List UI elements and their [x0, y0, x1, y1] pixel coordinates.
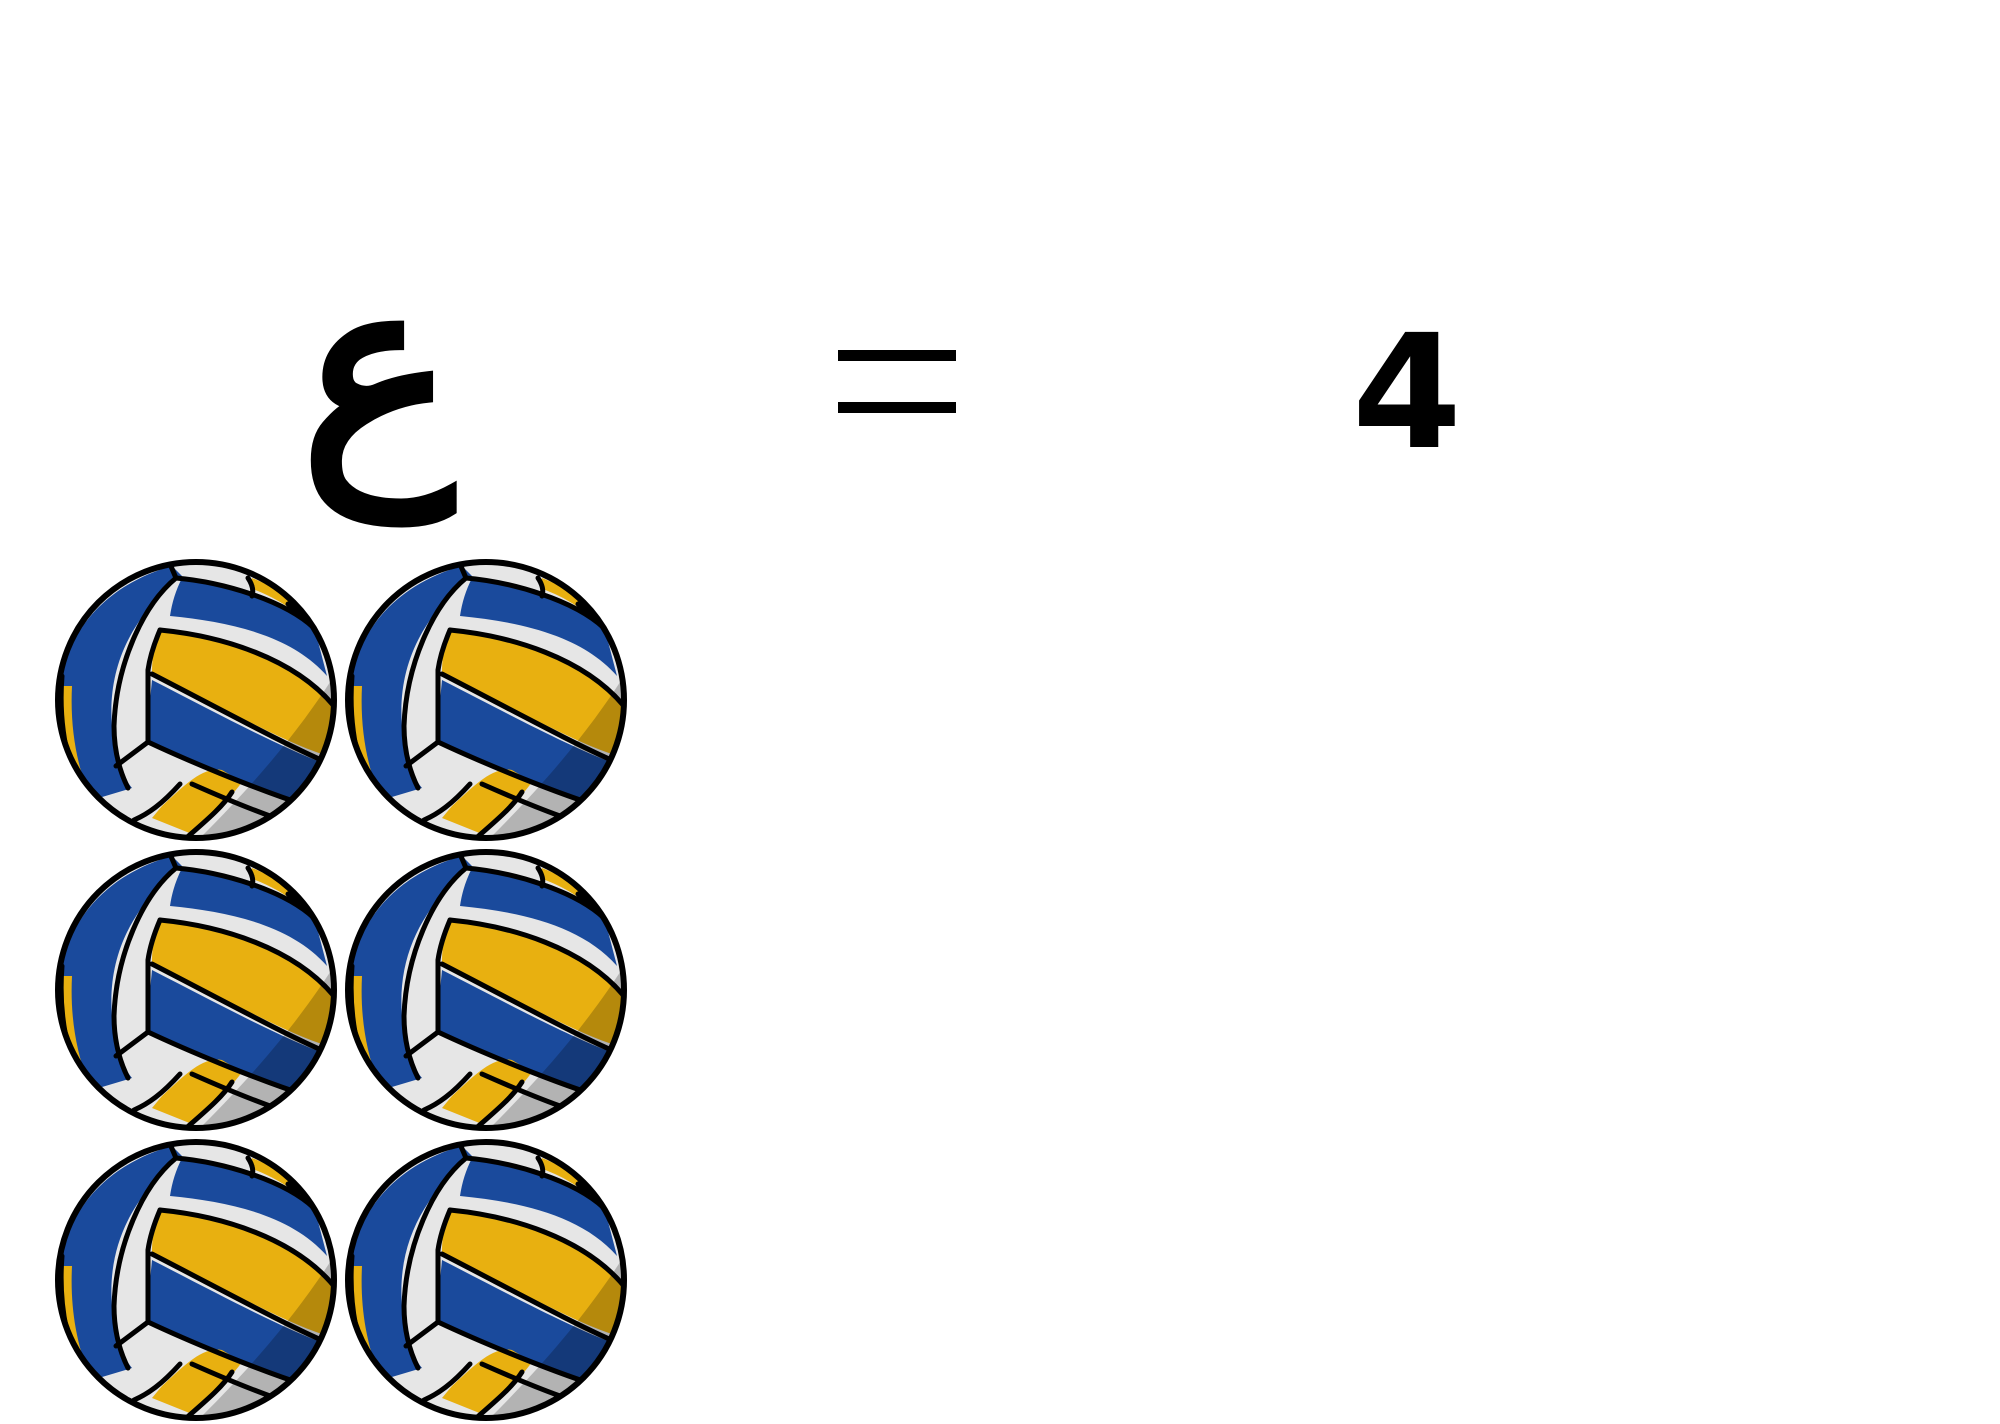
volleyball-icon — [52, 846, 340, 1134]
volleyball-icon — [342, 1136, 630, 1424]
volleyball-icon — [52, 1136, 340, 1424]
volleyball-icon — [342, 556, 630, 844]
volleyball-icon — [342, 846, 630, 1134]
result-number: 4 — [1352, 301, 1462, 485]
equals-bar-bottom — [838, 402, 956, 413]
arabic-letter: ع — [300, 217, 456, 522]
volleyball-icon — [52, 556, 340, 844]
equals-bar-top — [838, 350, 956, 361]
equals-sign — [838, 350, 958, 420]
volleyball-grid — [52, 556, 632, 1421]
